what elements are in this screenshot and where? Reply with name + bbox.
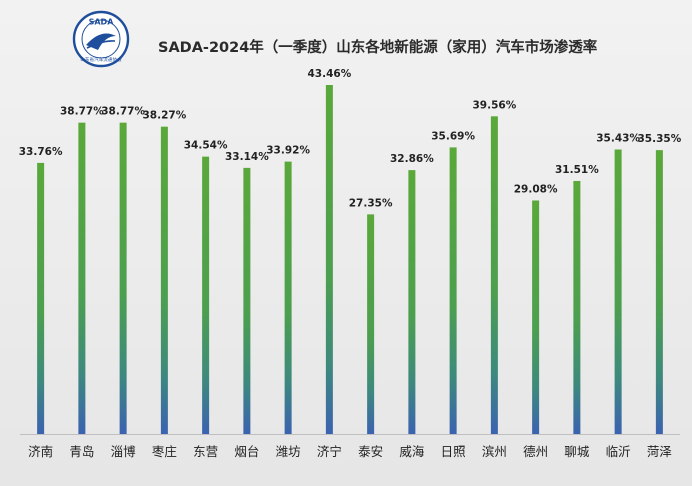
x-tick-label-8: 泰安 — [358, 444, 383, 459]
data-label-11: 39.56% — [473, 99, 517, 111]
bar-14 — [614, 149, 622, 434]
data-label-0: 33.76% — [19, 146, 63, 158]
bar-2 — [119, 122, 127, 434]
bar-4 — [202, 156, 210, 434]
data-label-3: 38.27% — [143, 110, 187, 122]
data-label-10: 35.69% — [431, 130, 475, 142]
bars-group — [37, 85, 663, 435]
data-label-6: 33.92% — [266, 145, 310, 157]
sada-logo: SADA 山东省汽车流通协会 — [72, 10, 130, 68]
x-tick-label-2: 淄博 — [111, 444, 137, 459]
x-tick-label-15: 菏泽 — [647, 444, 672, 459]
x-tick-label-5: 烟台 — [234, 444, 259, 459]
bar-3 — [160, 126, 168, 434]
bar-12 — [532, 200, 540, 434]
data-label-4: 34.54% — [184, 140, 228, 152]
x-tick-label-1: 青岛 — [69, 444, 94, 459]
x-tick-label-4: 东营 — [193, 444, 218, 459]
svg-text:SADA: SADA — [89, 18, 115, 27]
x-tick-label-0: 济南 — [28, 444, 53, 459]
data-label-14: 35.43% — [596, 132, 640, 144]
data-label-5: 33.14% — [225, 151, 269, 163]
data-label-15: 35.35% — [638, 133, 682, 145]
data-label-7: 43.46% — [308, 68, 352, 80]
x-tick-label-6: 潍坊 — [276, 444, 301, 459]
x-tick-labels: 济南 青岛 淄博 枣庄 东营 烟台 潍坊 济宁 泰安 威海 日照 滨州 德州 聊城 临沂 菏泽 — [28, 444, 672, 459]
bar-0 — [37, 162, 45, 434]
bar-13 — [573, 180, 581, 434]
bar-5 — [243, 167, 251, 434]
bar-1 — [78, 122, 86, 434]
x-tick-label-14: 临沂 — [606, 444, 631, 459]
data-label-1: 38.77% — [60, 106, 104, 118]
x-tick-label-3: 枣庄 — [152, 444, 177, 459]
chart-title: SADA-2024年（一季度）山东各地新能源（家用）汽车市场渗透率 — [158, 40, 598, 56]
data-label-8: 27.35% — [349, 197, 393, 209]
x-tick-label-13: 聊城 — [564, 444, 590, 459]
bar-6 — [284, 161, 292, 435]
bar-11 — [490, 116, 498, 434]
x-tick-label-12: 德州 — [523, 444, 548, 459]
data-label-13: 31.51% — [555, 164, 599, 176]
data-label-12: 29.08% — [514, 183, 558, 195]
data-labels: 33.76%38.77%38.77%38.27%34.54%33.14%33.9… — [19, 68, 682, 209]
x-tick-label-9: 威海 — [399, 444, 425, 459]
bar-7 — [325, 85, 333, 434]
x-tick-label-10: 日照 — [441, 444, 466, 459]
x-tick-label-7: 济宁 — [317, 444, 342, 459]
bar-10 — [449, 147, 457, 434]
bar-8 — [367, 214, 375, 434]
data-label-9: 32.86% — [390, 153, 434, 165]
data-label-2: 38.77% — [101, 106, 145, 118]
bar-15 — [655, 150, 663, 434]
svg-text:山东省汽车流通协会: 山东省汽车流通协会 — [80, 56, 122, 63]
x-tick-label-11: 滨州 — [482, 444, 507, 459]
bar-9 — [408, 170, 416, 434]
